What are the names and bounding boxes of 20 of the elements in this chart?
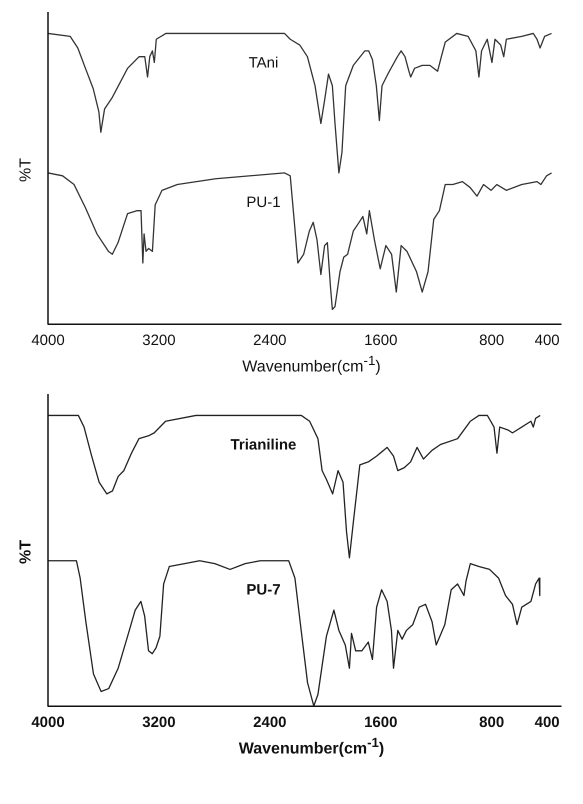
x-tick-label: 1600 (364, 714, 398, 732)
y-axis-title: %T (17, 158, 34, 182)
x-tick-label: 400 (534, 332, 560, 350)
series-label: Trianiline (230, 436, 296, 454)
series-label: TAni (248, 54, 278, 72)
series-label: PU-1 (246, 194, 281, 211)
x-tick-label: 4000 (31, 714, 65, 732)
x-tick-label: 1600 (364, 332, 398, 350)
x-tick-label: 4000 (31, 332, 65, 350)
x-tick-label: 800 (479, 714, 504, 732)
x-tick-label: 2400 (253, 714, 287, 732)
x-tick-label: 3200 (142, 714, 176, 732)
x-tick-label: 3200 (142, 332, 176, 350)
series-label: PU-7 (246, 582, 281, 600)
y-axis-title: %T (17, 540, 34, 564)
x-tick-label: 800 (479, 332, 504, 350)
x-axis-title: Wavenumber(cm$^{-1}$) (241, 353, 382, 376)
x-tick-label: 2400 (253, 332, 287, 350)
x-axis-title: Wavenumber(cm$^{-1}$) (238, 735, 386, 759)
x-tick-label: 400 (534, 714, 560, 732)
